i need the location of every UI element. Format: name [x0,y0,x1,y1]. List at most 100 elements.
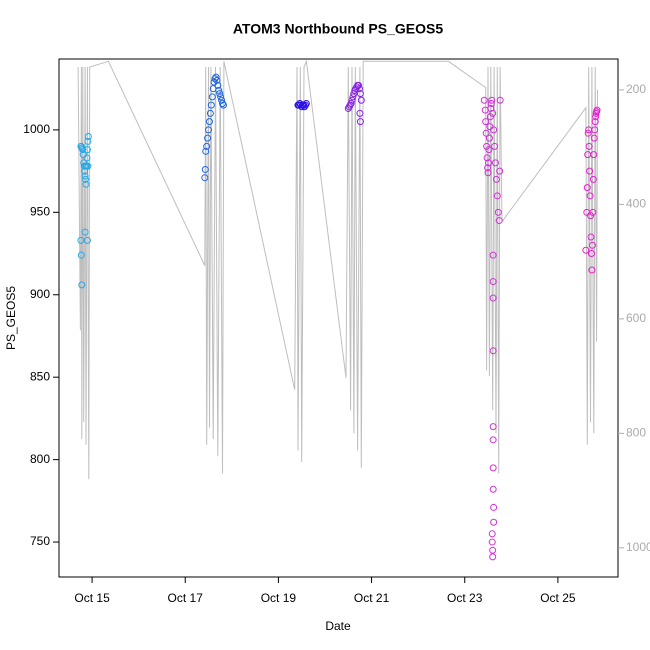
x-tick-label: Oct 25 [540,591,576,605]
y-tick-label: 850 [30,369,50,383]
data-point [587,250,595,258]
data-point [491,159,499,167]
data-point [489,109,497,117]
data-point [490,126,498,134]
data-point [585,142,593,150]
data-point [485,146,493,154]
data-point [215,86,223,94]
data-point [206,109,214,117]
data-point [82,175,90,183]
data-point [489,553,497,561]
data-point [348,96,356,104]
data-point [480,96,488,104]
y2-tick-label: 600 [626,311,646,325]
chart-title: ATOM3 Northbound PS_GEOS5 [233,21,443,37]
data-point [84,162,92,170]
data-point [490,503,498,511]
data-point [489,464,497,472]
plot-frame [58,58,619,578]
data-point [482,129,490,137]
data-point [484,159,492,167]
data-point [201,165,209,173]
data-point [586,167,594,175]
y2-tick-label: 200 [626,82,646,96]
data-point [201,174,209,182]
data-point [347,100,355,108]
data-point [491,142,499,150]
data-point [587,233,595,241]
data-point [489,251,497,259]
data-point [496,96,504,104]
data-point [302,100,310,108]
data-point [591,118,599,126]
data-point [77,236,85,244]
data-point [83,236,91,244]
data-point [484,164,492,172]
data-point [203,142,211,150]
y2-tick-label: 1000 [626,540,650,554]
x-tick-label: Oct 15 [74,591,110,605]
data-point [583,184,591,192]
data-point [489,485,497,493]
data-point [589,208,597,216]
data-point [488,538,496,546]
y-tick-label: 800 [30,452,50,466]
data-point [84,137,92,145]
data-point [488,96,496,104]
data-point [592,113,600,121]
data-point [219,101,227,109]
y-tick-label: 1000 [23,122,50,136]
data-point [356,90,364,98]
data-point [356,118,364,126]
data-point [83,154,91,162]
y-tick-label: 900 [30,287,50,301]
data-point [489,423,497,431]
data-point [356,109,364,117]
x-tick-label: Oct 19 [261,591,297,605]
data-point [489,347,497,355]
data-point [217,93,225,101]
data-point [213,76,221,84]
x-tick-label: Oct 21 [354,591,390,605]
data-point [79,146,87,154]
x-axis-label: Date [325,619,351,633]
y2-tick-label: 800 [626,426,646,440]
data-point [591,126,599,134]
data-point [489,278,497,286]
data-point [212,73,220,81]
data-point [492,175,500,183]
y-tick-label: 950 [30,204,50,218]
data-point [482,118,490,126]
data-point [81,172,89,180]
data-point [490,518,498,526]
data-point [487,100,495,108]
y-tick-label: 750 [30,534,50,548]
y-axis-label: PS_GEOS5 [4,286,18,350]
data-point [586,192,594,200]
data-point [349,93,357,101]
data-point [489,436,497,444]
data-point [485,134,493,142]
data-point [495,217,503,225]
data-point [496,167,504,175]
y2-tick-label: 400 [626,197,646,211]
data-point [489,546,497,554]
data-point [493,192,501,200]
data-point [589,175,597,183]
data-point [205,118,213,126]
x-tick-label: Oct 17 [168,591,204,605]
data-point [355,81,363,89]
data-point [484,169,492,177]
plot-area [77,59,601,561]
data-point [83,146,91,154]
data-point [214,81,222,89]
data-point [355,85,363,93]
data-point [590,151,598,159]
x-tick-label: Oct 23 [447,591,483,605]
data-point [208,93,216,101]
data-point [81,228,89,236]
data-point [593,106,601,114]
data-point [202,147,210,155]
